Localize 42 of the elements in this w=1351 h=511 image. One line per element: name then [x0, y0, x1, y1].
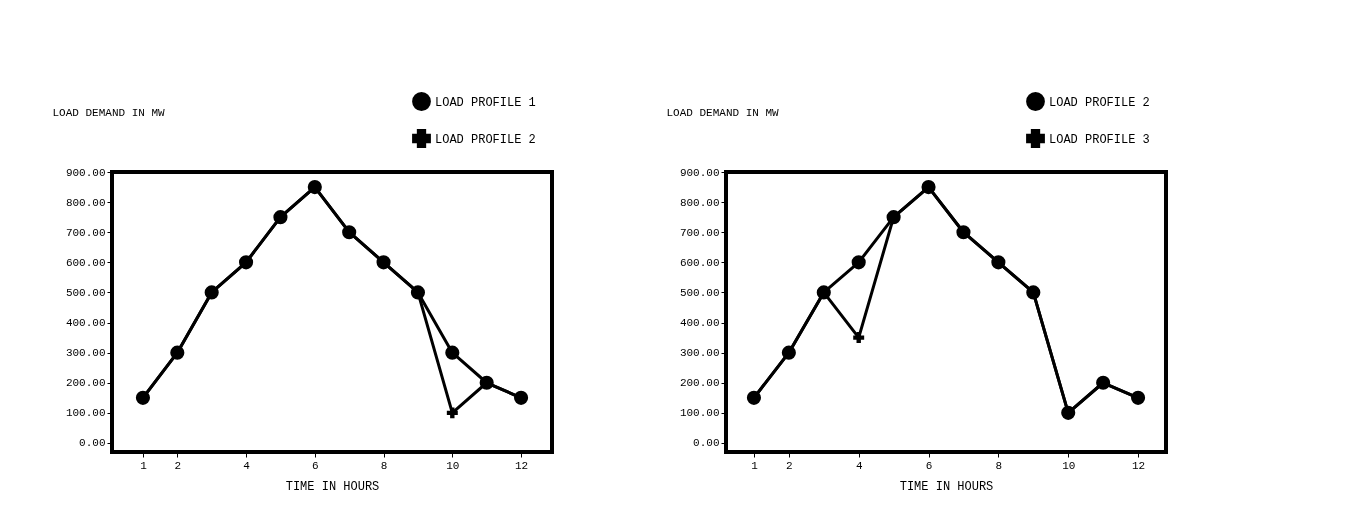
y-tick-label: 700.00: [679, 226, 720, 239]
y-tick-label: 600.00: [679, 256, 720, 269]
x-tick-label: 8: [995, 459, 1003, 472]
y-tick-label: 300.00: [679, 347, 720, 360]
legend-label: LOAD PROFILE 3: [1049, 132, 1150, 147]
y-tick-label: 500.00: [65, 286, 106, 299]
x-tick-label: 12: [1131, 459, 1146, 472]
x-tick-label: 1: [140, 459, 148, 472]
legend-label: LOAD PROFILE 2: [1049, 95, 1150, 110]
x-tick-label: 2: [786, 459, 793, 472]
y-tick-label: 600.00: [65, 256, 106, 269]
legend-label: LOAD PROFILE 1: [435, 95, 536, 110]
x-axis-title: TIME IN HOURS: [285, 479, 380, 494]
y-tick-label: 800.00: [65, 196, 106, 209]
x-tick-label: 10: [446, 459, 460, 472]
y-tick-label: 0.00: [693, 437, 720, 450]
x-tick-label: 12: [514, 459, 529, 472]
y-tick-label: 300.00: [65, 347, 106, 360]
y-tick-label: 100.00: [65, 407, 106, 420]
y-tick-label: 400.00: [679, 317, 720, 330]
x-tick-label: 1: [751, 459, 759, 472]
x-tick-label: 8: [380, 459, 388, 472]
y-axis-title: LOAD DEMAND IN MW: [666, 106, 780, 119]
y-tick-label: 700.00: [65, 226, 106, 239]
y-tick-label: 500.00: [679, 286, 720, 299]
y-tick-label: 800.00: [679, 196, 720, 209]
y-tick-label: 900.00: [679, 166, 720, 179]
y-tick-label: 400.00: [65, 317, 106, 330]
y-tick-label: 900.00: [65, 166, 106, 179]
y-tick-label: 200.00: [679, 377, 720, 390]
y-axis-title: LOAD DEMAND IN MW: [52, 106, 166, 119]
y-tick-label: 0.00: [79, 437, 106, 450]
x-tick-label: 10: [1062, 459, 1076, 472]
x-tick-label: 2: [174, 459, 182, 472]
x-tick-label: 4: [243, 459, 251, 472]
y-tick-label: 200.00: [65, 377, 106, 390]
x-tick-label: 6: [312, 459, 319, 472]
legend-label: LOAD PROFILE 2: [435, 132, 536, 147]
x-tick-label: 4: [855, 459, 863, 472]
x-axis-title: TIME IN HOURS: [899, 479, 994, 494]
x-tick-label: 6: [925, 459, 933, 472]
y-tick-label: 100.00: [679, 407, 720, 420]
